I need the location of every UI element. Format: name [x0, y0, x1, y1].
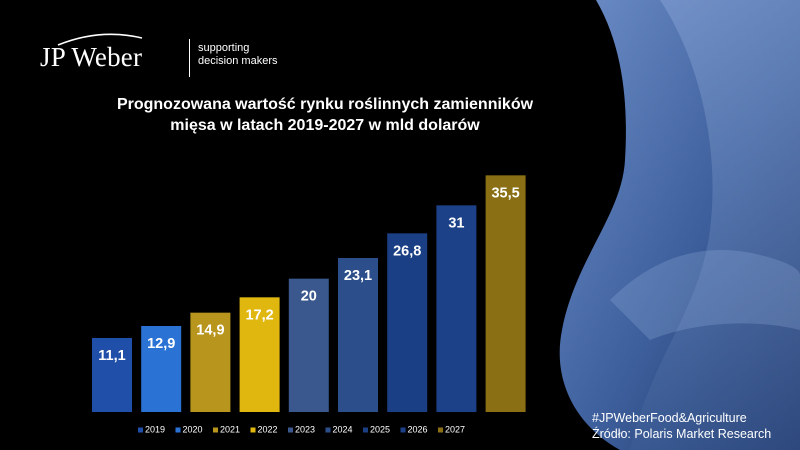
footer-hashtag: #JPWeberFood&Agriculture — [592, 411, 747, 425]
legend-label-2023: 2023 — [295, 425, 315, 435]
bar-value-label-2019: 11,1 — [98, 348, 125, 364]
wave-highlight — [610, 250, 800, 340]
bar-2027 — [485, 175, 526, 412]
brand-tagline-line1: supporting — [198, 42, 250, 54]
bar-value-label-2022: 17,2 — [245, 307, 273, 323]
legend-swatch-2021 — [213, 427, 218, 433]
legend-swatch-2020 — [175, 427, 181, 433]
bar-value-label-2025: 26,8 — [393, 243, 421, 259]
bar-2025 — [387, 233, 428, 412]
legend-label-2027: 2027 — [445, 425, 465, 435]
footer: #JPWeberFood&Agriculture Źródło: Polaris… — [592, 410, 771, 442]
legend-swatch-2024 — [325, 427, 331, 433]
bar-2024 — [338, 258, 378, 412]
bar-value-label-2021: 14,9 — [196, 323, 224, 339]
legend-swatch-2023 — [288, 427, 293, 433]
legend: 2019 2020 2021 2022 2023 2024 2025 2026 2027 — [138, 425, 465, 435]
legend-swatch-2027 — [438, 427, 443, 433]
legend-swatch-2026 — [400, 427, 406, 433]
bar-2026 — [436, 205, 477, 412]
legend-label-2022: 2022 — [258, 425, 278, 435]
bar-2020 — [141, 326, 182, 412]
wave-shape-front — [630, 0, 800, 450]
bar-2021 — [190, 312, 231, 412]
legend-swatch-2025 — [363, 427, 368, 433]
legend-label-2026: 2026 — [408, 425, 428, 435]
brand-tagline-line2: decision makers — [198, 55, 278, 67]
footer-source: Źródło: Polaris Market Research — [592, 427, 772, 441]
brand-name: JP Weber — [40, 42, 143, 72]
legend-label-2020: 2020 — [183, 425, 203, 435]
bar-value-label-2020: 12,9 — [147, 336, 175, 352]
logo-arc-icon — [57, 33, 143, 46]
bar-2019 — [92, 338, 132, 412]
chart-title-line2: mięsa w latach 2019-2027 w mld dolarów — [170, 117, 480, 134]
brand-tagline: supporting decision makers — [198, 42, 288, 68]
legend-label-2024: 2024 — [333, 425, 353, 435]
legend-label-2025: 2025 — [370, 425, 390, 435]
bar-value-label-2024: 23,1 — [344, 268, 372, 284]
legend-label-2021: 2021 — [220, 425, 240, 435]
bar-labels-group: 11,1 12,9 14,9 17,2 20 23,1 26,8 31 35,5 — [98, 185, 519, 364]
chart-title-line1: Prognozowana wartość rynku roślinnych za… — [116, 96, 534, 113]
legend-swatch-2019 — [138, 427, 143, 433]
bar-value-label-2027: 35,5 — [491, 185, 519, 201]
logo-divider — [189, 39, 190, 77]
bar-2022 — [239, 297, 280, 412]
bar-value-label-2026: 31 — [448, 215, 464, 231]
bar-value-label-2023: 20 — [301, 289, 317, 305]
chart-title: Prognozowana wartość rynku roślinnych za… — [60, 94, 590, 136]
legend-swatch-2022 — [250, 427, 256, 433]
legend-label-2019: 2019 — [145, 425, 165, 435]
bars-group — [92, 175, 526, 412]
bar-2023 — [288, 278, 329, 412]
